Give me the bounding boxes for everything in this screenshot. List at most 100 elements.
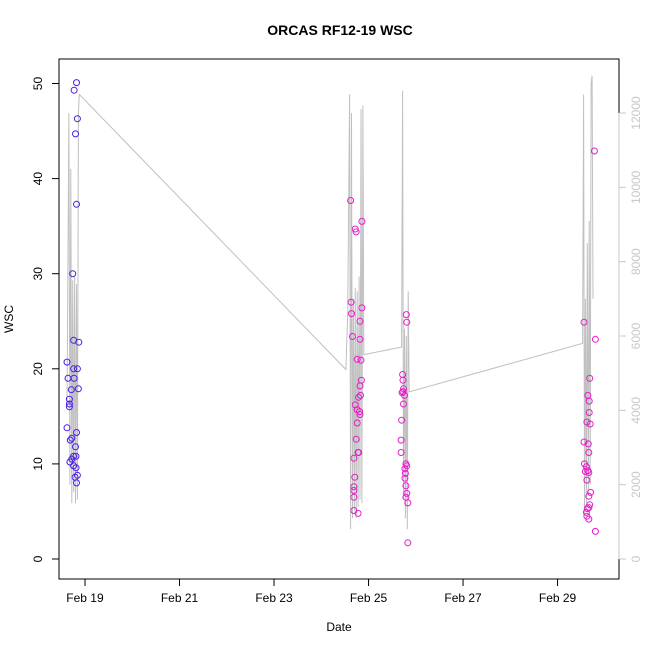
data-point bbox=[72, 464, 80, 472]
data-point bbox=[351, 225, 359, 233]
data-point bbox=[73, 479, 80, 487]
data-point bbox=[355, 393, 363, 401]
x-tick-label: Feb 19 bbox=[66, 591, 104, 605]
data-point bbox=[70, 86, 78, 94]
data-point bbox=[586, 374, 594, 382]
x-axis: Feb 19 Feb 21 Feb 23 Feb 25 Feb 27 Feb 29 bbox=[66, 578, 577, 605]
data-point bbox=[583, 505, 591, 513]
x-tick-label: Feb 25 bbox=[350, 591, 388, 605]
data-point bbox=[350, 493, 358, 501]
data-point bbox=[399, 388, 407, 396]
data-point bbox=[591, 527, 599, 535]
data-point bbox=[403, 489, 411, 497]
data-point bbox=[397, 436, 405, 444]
data-point bbox=[585, 515, 593, 523]
data-point bbox=[585, 449, 593, 456]
data-point bbox=[401, 391, 408, 399]
altitude-trace bbox=[66, 75, 594, 530]
y2-tick-label: 12000 bbox=[629, 96, 643, 130]
data-point bbox=[75, 338, 83, 346]
data-point bbox=[399, 376, 407, 384]
data-point bbox=[403, 318, 411, 326]
data-point bbox=[73, 79, 80, 87]
data-point bbox=[398, 416, 406, 424]
data-point bbox=[73, 471, 81, 479]
y2-tick-label: 0 bbox=[629, 555, 643, 562]
y-tick-label: 20 bbox=[31, 362, 45, 376]
data-point bbox=[402, 482, 410, 490]
data-point bbox=[580, 438, 588, 446]
data-point bbox=[72, 130, 79, 138]
y-tick-label: 10 bbox=[31, 457, 45, 471]
data-point bbox=[65, 395, 73, 403]
data-point bbox=[347, 298, 355, 306]
data-point bbox=[65, 403, 73, 411]
data-point bbox=[73, 429, 80, 436]
data-point bbox=[356, 382, 364, 390]
y-axis-label: WSC bbox=[2, 305, 16, 333]
data-point bbox=[349, 333, 356, 340]
y2-tick-label: 10000 bbox=[629, 170, 643, 204]
data-point bbox=[70, 374, 78, 382]
data-point bbox=[73, 200, 80, 208]
data-point bbox=[348, 310, 355, 318]
data-point bbox=[585, 492, 593, 500]
data-point bbox=[347, 197, 355, 204]
points-layer bbox=[63, 79, 599, 547]
data-point bbox=[65, 400, 73, 408]
data-point bbox=[356, 411, 364, 418]
data-point bbox=[354, 509, 362, 517]
chart-title: ORCAS RF12-19 WSC bbox=[267, 22, 412, 38]
y-axis: 0 10 20 30 40 50 bbox=[31, 77, 60, 562]
x-tick-label: Feb 27 bbox=[444, 591, 482, 605]
data-point bbox=[356, 335, 364, 343]
series-2 bbox=[347, 147, 599, 547]
data-point bbox=[353, 355, 361, 363]
data-point bbox=[66, 436, 74, 444]
data-point bbox=[582, 463, 590, 471]
data-point bbox=[401, 469, 409, 477]
data-point bbox=[350, 454, 358, 462]
data-point bbox=[352, 228, 360, 236]
x-tick-label: Feb 21 bbox=[161, 591, 199, 605]
y2-tick-label: 8000 bbox=[629, 248, 643, 275]
data-point bbox=[358, 304, 366, 312]
data-point bbox=[401, 465, 409, 473]
data-point bbox=[581, 468, 589, 475]
data-point bbox=[63, 358, 71, 366]
data-point bbox=[402, 311, 410, 319]
data-point bbox=[74, 385, 82, 393]
y-tick-label: 40 bbox=[31, 172, 45, 186]
data-point bbox=[350, 483, 358, 491]
x-tick-label: Feb 23 bbox=[255, 591, 293, 605]
data-point bbox=[357, 356, 365, 364]
data-point bbox=[400, 400, 407, 408]
data-point bbox=[72, 443, 79, 451]
data-point bbox=[350, 487, 358, 494]
data-point bbox=[66, 458, 74, 466]
data-point bbox=[580, 318, 588, 326]
series-1 bbox=[63, 79, 83, 487]
data-point bbox=[356, 317, 364, 325]
data-point bbox=[73, 365, 81, 373]
data-point bbox=[583, 476, 591, 484]
y-tick-label: 30 bbox=[31, 267, 45, 281]
data-point bbox=[67, 386, 75, 394]
data-point bbox=[351, 401, 359, 409]
trace-line bbox=[66, 75, 594, 530]
data-point bbox=[585, 469, 593, 476]
data-point bbox=[397, 449, 405, 456]
data-point bbox=[358, 217, 366, 225]
data-point bbox=[355, 449, 363, 456]
data-point bbox=[404, 539, 412, 547]
data-point bbox=[401, 474, 409, 482]
data-point bbox=[591, 335, 599, 343]
data-point bbox=[585, 409, 593, 416]
data-point bbox=[69, 270, 77, 278]
data-point bbox=[582, 508, 590, 516]
data-point bbox=[70, 365, 78, 373]
y2-tick-label: 4000 bbox=[629, 397, 643, 424]
data-point bbox=[590, 147, 598, 155]
x-axis-label: Date bbox=[326, 620, 352, 634]
